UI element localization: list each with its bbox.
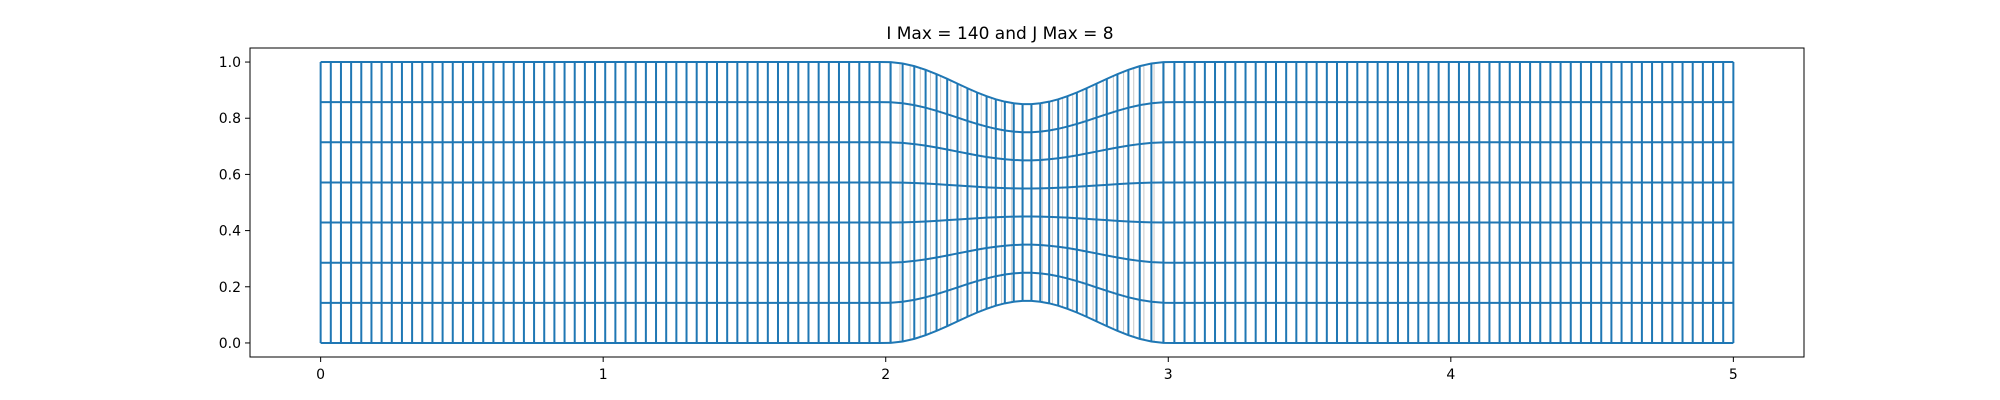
y-tick-label: 0.8 bbox=[219, 111, 241, 127]
x-tick-label: 0 bbox=[316, 367, 325, 383]
plot-area bbox=[319, 61, 1735, 344]
y-tick-label: 1.0 bbox=[219, 55, 241, 71]
final-grid-line-horizontal bbox=[320, 215, 1734, 224]
final-grid-line-horizontal bbox=[320, 271, 1734, 304]
final-grid-line-horizontal bbox=[320, 299, 1734, 344]
x-axis: 0 1 2 3 4 5 bbox=[316, 357, 1738, 383]
final-grid-line-horizontal bbox=[320, 61, 1734, 106]
axes-frame bbox=[249, 47, 1805, 358]
final-grid-line-horizontal bbox=[320, 101, 1734, 134]
x-tick-label: 1 bbox=[599, 367, 608, 383]
final-grid-line-horizontal bbox=[320, 141, 1734, 162]
chart-title: I Max = 140 and J Max = 8 bbox=[886, 24, 1113, 44]
final-grid-line-horizontal bbox=[320, 181, 1734, 190]
y-tick-label: 0.6 bbox=[219, 167, 241, 183]
x-tick-label: 4 bbox=[1446, 367, 1455, 383]
x-tick-label: 2 bbox=[881, 367, 890, 383]
y-axis: 0.0 0.2 0.4 0.6 0.8 1.0 bbox=[219, 55, 250, 352]
y-tick-label: 0.4 bbox=[219, 224, 241, 240]
y-tick-label: 0.0 bbox=[219, 336, 241, 352]
x-tick-label: 3 bbox=[1164, 367, 1173, 383]
final-grid-line-horizontal bbox=[320, 243, 1734, 264]
y-tick-label: 0.2 bbox=[219, 280, 241, 296]
final-mesh-series bbox=[319, 61, 1735, 344]
x-tick-label: 5 bbox=[1729, 367, 1738, 383]
